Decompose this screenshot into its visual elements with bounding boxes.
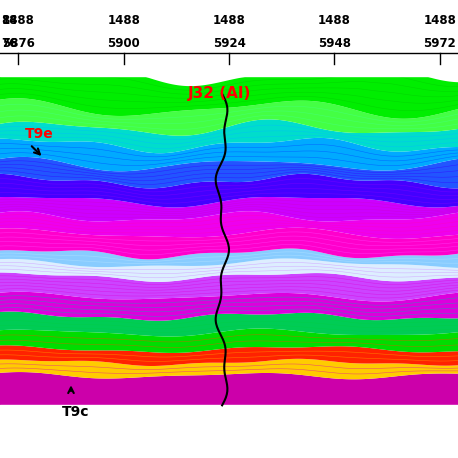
- Text: J32 (AI): J32 (AI): [188, 87, 251, 101]
- Text: 1488: 1488: [423, 15, 456, 27]
- Text: 88: 88: [1, 15, 17, 27]
- Text: 76: 76: [1, 38, 17, 50]
- Text: T9c: T9c: [62, 405, 89, 420]
- Text: 1488: 1488: [213, 15, 245, 27]
- Text: 5948: 5948: [318, 38, 351, 50]
- Text: 1488: 1488: [2, 15, 35, 27]
- Text: 5924: 5924: [213, 38, 245, 50]
- Text: T9e: T9e: [25, 127, 54, 141]
- Text: 5900: 5900: [107, 38, 140, 50]
- Text: 5972: 5972: [423, 38, 456, 50]
- Text: 5876: 5876: [2, 38, 35, 50]
- Text: 1488: 1488: [107, 15, 140, 27]
- Text: 1488: 1488: [318, 15, 351, 27]
